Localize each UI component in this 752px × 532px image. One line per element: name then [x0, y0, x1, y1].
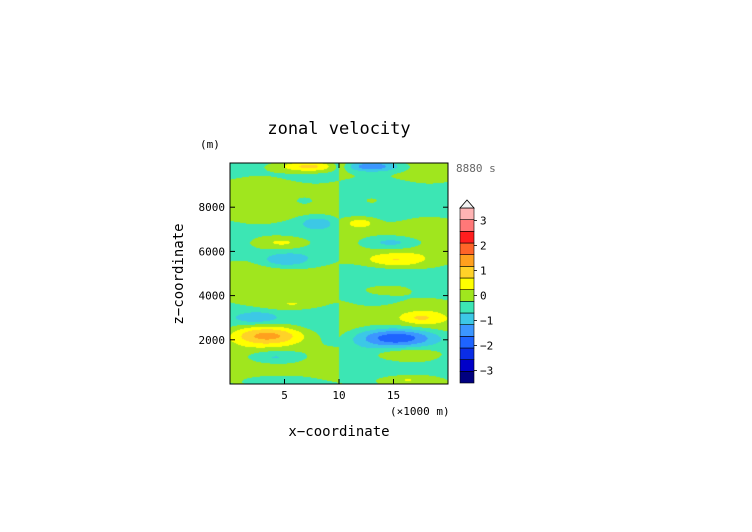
x-tick-label: 10	[332, 389, 345, 402]
x-tick-label: 15	[387, 389, 400, 402]
colorbar: 3 2 1 0 −1 −2 −3	[459, 199, 493, 384]
colorbar-tick-label: 3	[480, 215, 487, 228]
colorbar-tick-label: 0	[480, 290, 487, 303]
colorbar-tick-label: 1	[480, 265, 487, 278]
x-axis-label: x−coordinate	[288, 424, 389, 440]
y-tick-label: 6000	[199, 245, 226, 258]
colorbar-swatch	[459, 254, 475, 267]
colorbar-swatch	[459, 207, 475, 220]
colorbar-swatch	[459, 219, 475, 232]
y-tick-label: 4000	[199, 290, 226, 303]
colorbar-tick-label: −2	[480, 340, 493, 353]
colorbar-tick-label: −3	[480, 365, 493, 378]
colorbar-swatch	[459, 359, 475, 372]
time-label: 8880 s	[456, 162, 496, 175]
colorbar-swatch	[459, 371, 475, 384]
colorbar-swatch	[459, 312, 475, 325]
x-axis-ticks: 5 10 15	[281, 163, 400, 402]
colorbar-swatch	[459, 289, 475, 302]
chart-title: zonal velocity	[267, 119, 410, 139]
colorbar-swatch	[459, 324, 475, 337]
colorbar-swatch	[459, 336, 475, 349]
colorbar-swatch	[459, 266, 475, 279]
y-axis-label: z−coordinate	[171, 223, 187, 324]
colorbar-swatch	[459, 277, 475, 290]
colorbar-swatch	[459, 301, 475, 314]
x-unit-label: (×1000 m)	[390, 405, 450, 418]
y-tick-label: 8000	[199, 201, 226, 214]
colorbar-swatch	[459, 242, 475, 255]
velocity-field	[230, 163, 448, 384]
plot-area	[229, 162, 449, 385]
y-tick-label: 2000	[199, 334, 226, 347]
colorbar-tick-label: 2	[480, 240, 487, 253]
y-unit-label: (m)	[200, 138, 220, 151]
y-axis-ticks: 2000 4000 6000 8000	[199, 201, 448, 347]
colorbar-swatch	[459, 231, 475, 244]
colorbar-swatch	[459, 347, 475, 360]
colorbar-extend-arrow	[459, 199, 475, 209]
x-tick-label: 5	[281, 389, 288, 402]
colorbar-tick-label: −1	[480, 315, 493, 328]
